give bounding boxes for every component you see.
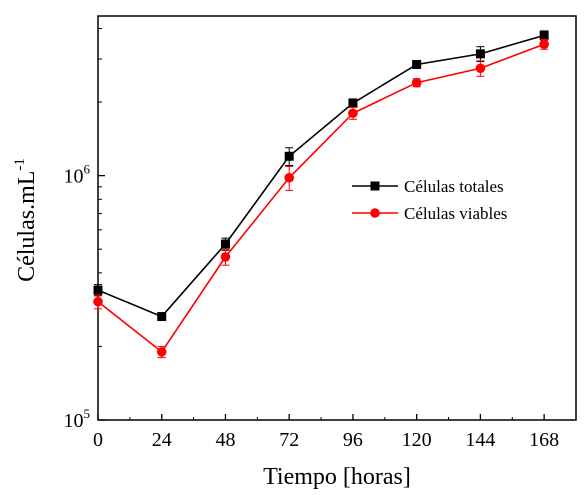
series-1 <box>93 30 549 322</box>
legend-item: Células viables <box>352 204 507 223</box>
x-tick-label: 0 <box>93 429 103 451</box>
y-axis-title: Células.mL-1 <box>12 158 40 282</box>
x-axis-title: Tiempo [horas] <box>263 464 411 490</box>
data-point <box>348 98 358 108</box>
y-axis: 105 106 <box>64 28 105 432</box>
x-tick-label: 168 <box>529 429 559 451</box>
data-point <box>475 49 485 59</box>
y-axis-title-exponent: -1 <box>12 158 28 171</box>
data-point <box>156 347 167 357</box>
y-tick-label: 106 <box>64 162 91 188</box>
data-point <box>412 59 422 69</box>
x-tick-label: 48 <box>215 429 235 451</box>
data-point <box>475 63 486 74</box>
x-tick-label: 120 <box>402 429 432 451</box>
data-point <box>539 39 549 49</box>
series-2 <box>93 38 549 359</box>
data-point <box>411 77 422 88</box>
x-tick-label: 96 <box>343 429 363 451</box>
legend: Células totales Células viables <box>352 177 507 223</box>
data-point <box>284 151 294 161</box>
series-line <box>97 34 545 318</box>
legend-marker <box>370 208 380 218</box>
x-tick-label: 144 <box>465 429 495 451</box>
y-tick-label: 105 <box>64 406 91 432</box>
x-tick-label: 72 <box>279 429 299 451</box>
legend-label: Células totales <box>404 177 504 196</box>
data-point <box>539 30 549 40</box>
y-axis-title-main: Células.mL <box>14 171 40 282</box>
data-point <box>220 239 230 249</box>
data-point <box>348 108 358 119</box>
legend-marker <box>370 181 380 191</box>
x-axis: 0 24 48 72 96 120 144 168 <box>93 414 559 451</box>
data-point <box>157 312 167 322</box>
plot-frame <box>97 15 577 421</box>
series-line <box>97 43 545 354</box>
data-point <box>93 285 103 295</box>
data-point <box>284 172 295 183</box>
data-point <box>220 252 231 262</box>
series-layer <box>93 30 549 359</box>
y-axis-title-group: Células.mL-1 <box>12 158 40 282</box>
legend-label: Células viables <box>404 204 507 223</box>
x-tick-label: 24 <box>152 429 172 451</box>
legend-item: Células totales <box>352 177 504 196</box>
data-point <box>93 296 103 307</box>
